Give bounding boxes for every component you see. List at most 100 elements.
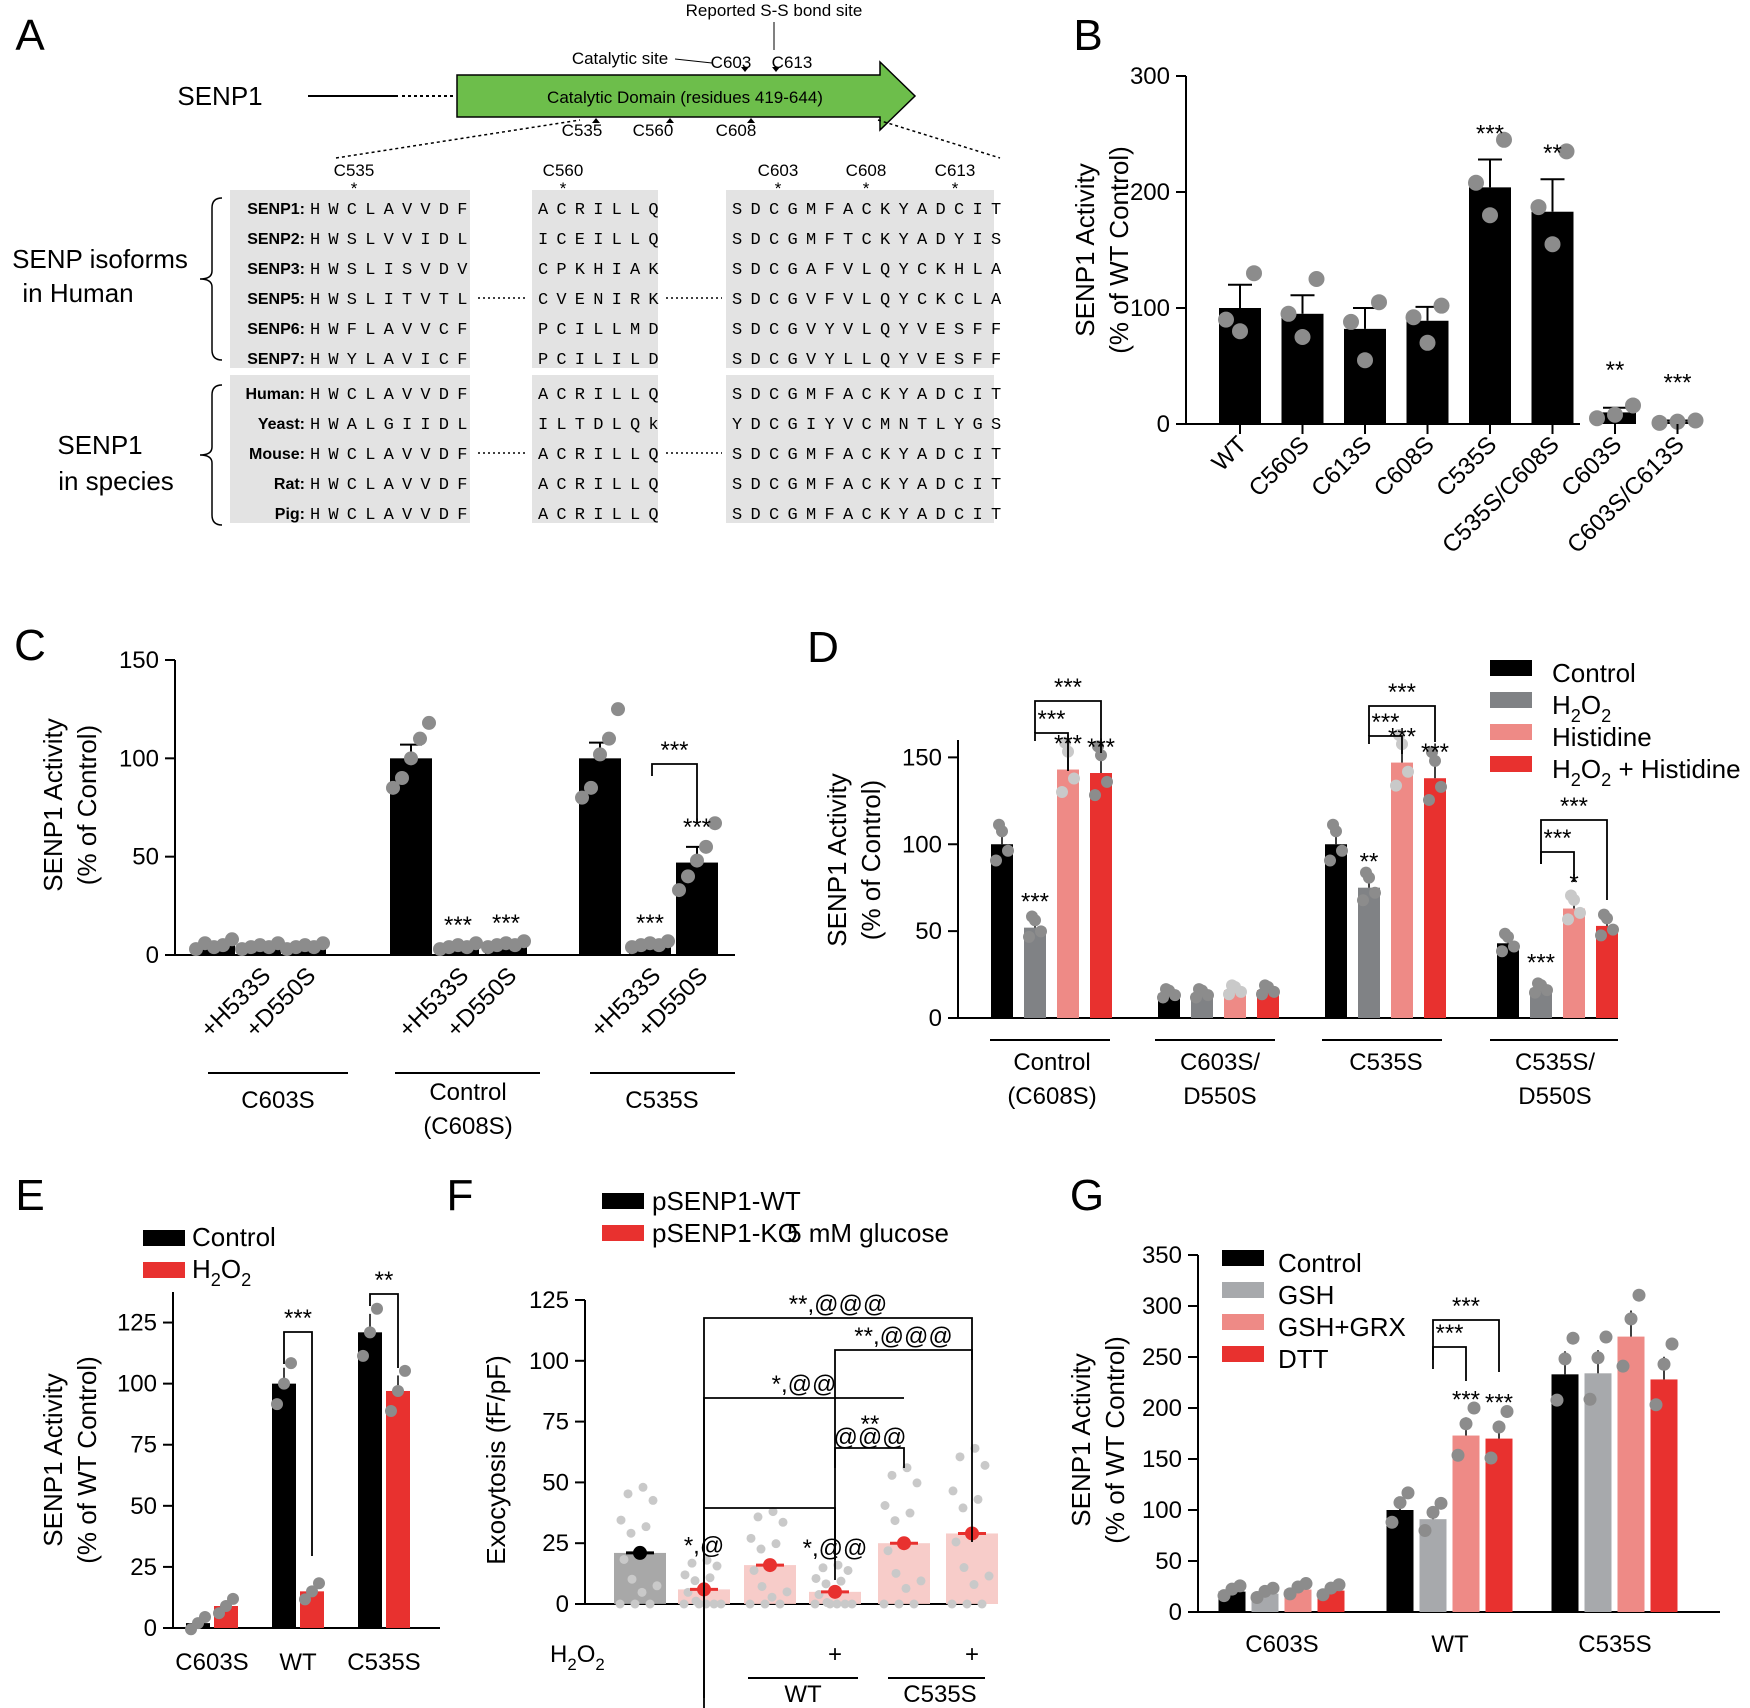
data-point bbox=[1607, 923, 1619, 936]
x-tick-label: C535S bbox=[347, 1649, 420, 1676]
data-point bbox=[1169, 989, 1181, 1002]
data-point bbox=[891, 1568, 901, 1578]
panel-d-bracket-bracket bbox=[1368, 705, 1436, 742]
panel-c-y-tick-label: 50 bbox=[132, 844, 159, 871]
data-point bbox=[1595, 929, 1607, 942]
panel-d-y-tick-label: 100 bbox=[902, 831, 942, 858]
data-point bbox=[1226, 979, 1238, 992]
data-point bbox=[1035, 925, 1047, 938]
group-label: C535S/ bbox=[1515, 1049, 1595, 1076]
data-point bbox=[1423, 793, 1435, 806]
data-point bbox=[1202, 989, 1214, 1002]
data-point bbox=[1160, 983, 1172, 996]
data-point bbox=[1451, 1448, 1465, 1462]
panel-f-bracket bbox=[834, 1447, 905, 1468]
data-point bbox=[810, 1599, 820, 1609]
panel-c-y-tick-label: 100 bbox=[119, 745, 159, 772]
panel-f-bracket-bracket bbox=[703, 1397, 904, 1708]
x-tick-label: C603S bbox=[1245, 1631, 1318, 1658]
data-point bbox=[912, 1478, 922, 1488]
data-point bbox=[1665, 1337, 1679, 1351]
data-point bbox=[1218, 311, 1234, 328]
data-point bbox=[306, 1585, 318, 1598]
data-point bbox=[299, 1593, 311, 1606]
panel-g-bracket-bracket-label: *** bbox=[1452, 1293, 1480, 1320]
species-name: SENP3: bbox=[247, 261, 305, 278]
data-point bbox=[1591, 1351, 1605, 1365]
group-label: C535S bbox=[625, 1087, 698, 1114]
data-point bbox=[1565, 889, 1577, 902]
data-point bbox=[993, 818, 1005, 831]
zoom-line-right bbox=[877, 119, 1001, 159]
bar bbox=[1650, 1379, 1678, 1612]
c603-top-label: C603 bbox=[711, 53, 752, 72]
significance: *** bbox=[492, 910, 520, 937]
panel-d-y-tick-label: 150 bbox=[902, 744, 942, 771]
legend-label: DTT bbox=[1278, 1344, 1329, 1374]
c613-marker bbox=[772, 67, 780, 72]
significance: ** bbox=[1360, 849, 1379, 876]
panel-d-bracket-bracket bbox=[1034, 732, 1069, 771]
group-label: Control bbox=[429, 1079, 506, 1106]
panel-d-ylabel: SENP1 Activity bbox=[822, 773, 852, 946]
panel-e-bracket-bracket-label: *** bbox=[284, 1305, 312, 1332]
panel-d-y-tick-label: 0 bbox=[929, 1005, 942, 1032]
panel-b-ylabel: SENP1 Activity bbox=[1070, 163, 1100, 336]
data-point bbox=[1530, 199, 1547, 216]
data-point bbox=[371, 1302, 383, 1315]
panel-g-y-tick-label: 0 bbox=[1169, 1599, 1182, 1626]
data-point bbox=[753, 1512, 763, 1522]
panel-f-bracket bbox=[703, 1507, 836, 1580]
brace-isoforms bbox=[199, 197, 223, 361]
data-point bbox=[1599, 1330, 1613, 1344]
panel-d-bracket-bracket bbox=[1368, 735, 1403, 754]
panel-g-y-tick-label: 350 bbox=[1142, 1242, 1182, 1269]
panel-g-y-tick-label: 100 bbox=[1142, 1497, 1182, 1524]
panel-g-y-tick-label: 250 bbox=[1142, 1344, 1182, 1371]
data-point bbox=[1616, 1359, 1630, 1373]
data-point bbox=[905, 1508, 915, 1518]
residue-marker bbox=[747, 118, 755, 123]
panel-c-bracket-bracket bbox=[651, 763, 698, 824]
data-point bbox=[890, 1516, 900, 1526]
data-point bbox=[980, 1460, 990, 1470]
significance: *** bbox=[444, 912, 472, 939]
column-header: C608 bbox=[846, 161, 887, 180]
data-point bbox=[958, 1503, 968, 1513]
data-point bbox=[716, 1599, 726, 1609]
data-point bbox=[1598, 908, 1610, 921]
panel-c-y-tick-label: 0 bbox=[146, 942, 159, 969]
data-point bbox=[1235, 985, 1247, 998]
panel-g: G 0 50 100 150 200 250 300 350 SENP1 Activity (% o… bbox=[1066, 1171, 1720, 1658]
panel-a-letter: A bbox=[15, 11, 45, 60]
data-point bbox=[652, 1581, 662, 1591]
column-header: C603 bbox=[758, 161, 799, 180]
legend-swatch bbox=[1490, 692, 1532, 708]
bar bbox=[1325, 844, 1347, 1018]
data-point bbox=[1459, 1417, 1473, 1431]
data-point bbox=[1299, 1577, 1313, 1591]
group-label-species: SENP1 bbox=[57, 430, 142, 460]
data-point bbox=[1435, 780, 1447, 793]
data-point bbox=[404, 751, 418, 766]
data-point bbox=[1484, 1451, 1498, 1465]
data-point bbox=[883, 1546, 893, 1556]
panel-g-letter: G bbox=[1070, 1171, 1104, 1220]
panel-e: E 0 25 50 75 100 125 SENP1 Activity (% of WT Con… bbox=[15, 1171, 440, 1676]
data-point bbox=[1336, 844, 1348, 857]
group-label: WT bbox=[784, 1681, 822, 1708]
legend-swatch bbox=[1490, 724, 1532, 740]
column-header: C560 bbox=[543, 161, 584, 180]
column-header: C535 bbox=[334, 161, 375, 180]
